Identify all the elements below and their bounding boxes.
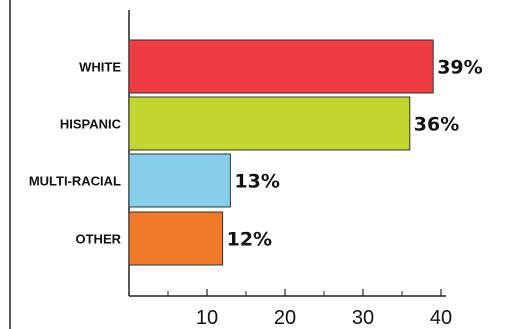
bar-other: [128, 211, 224, 266]
bar-hispanic: [128, 96, 411, 151]
category-label-multi-racial: MULTI-RACIAL: [29, 174, 121, 189]
value-label-white: 39%: [437, 57, 482, 79]
value-label-multi-racial: 13%: [234, 171, 279, 193]
x-axis-ticks: 10 20 30 40: [167, 289, 452, 329]
x-tick-label-40: 40: [430, 307, 452, 329]
x-tick-label-20: 20: [274, 307, 296, 329]
value-label-other: 12%: [227, 229, 272, 251]
bar-white: [128, 39, 434, 94]
category-label-white: WHITE: [79, 60, 121, 75]
x-tick-label-30: 30: [352, 307, 374, 329]
x-tick-label-10: 10: [196, 307, 218, 329]
category-label-other: OTHER: [76, 232, 122, 247]
bar-multi-racial: [128, 153, 231, 208]
value-label-hispanic: 36%: [414, 114, 459, 136]
bars-layer: WHITE 39% HISPANIC 36% MULTI-RACIAL 13% OTHER 1…: [29, 39, 483, 266]
category-label-hispanic: HISPANIC: [60, 117, 122, 132]
